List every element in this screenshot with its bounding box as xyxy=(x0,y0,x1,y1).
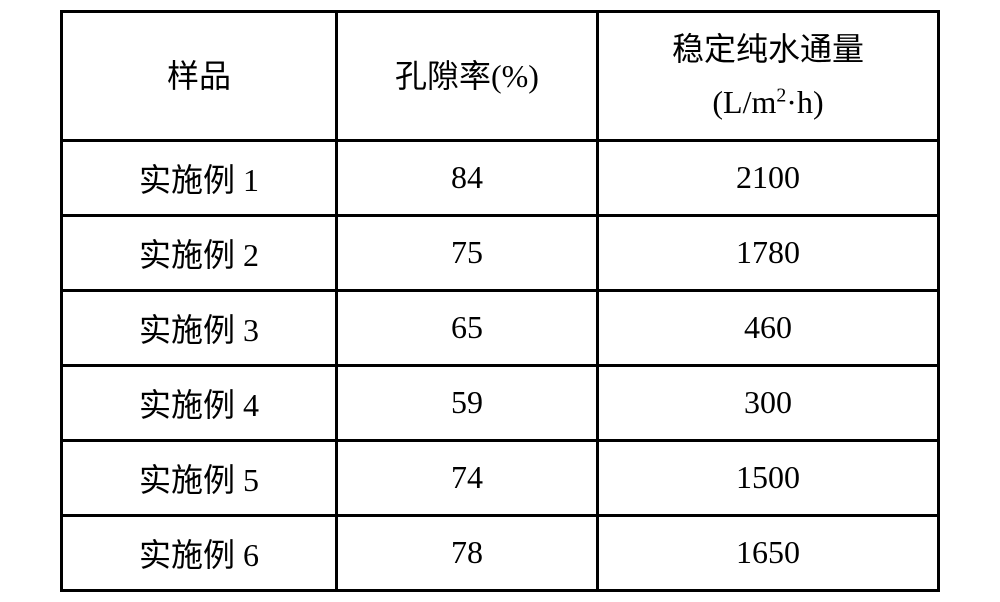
data-table: 样品 孔隙率(%) 稳定纯水通量 (L/m2·h) 实施例 1 84 2100 xyxy=(60,10,940,592)
table-row: 实施例 1 84 2100 xyxy=(62,140,939,215)
table-row: 实施例 5 74 1500 xyxy=(62,440,939,515)
col-header-porosity-label: 孔隙率(%) xyxy=(395,58,539,94)
cell-sample: 实施例 1 xyxy=(62,140,337,215)
page-container: 样品 孔隙率(%) 稳定纯水通量 (L/m2·h) 实施例 1 84 2100 xyxy=(0,0,1000,602)
cell-flux: 1780 xyxy=(597,215,938,290)
cell-sample: 实施例 3 xyxy=(62,290,337,365)
col-header-flux: 稳定纯水通量 (L/m2·h) xyxy=(597,12,938,141)
cell-sample: 实施例 5 xyxy=(62,440,337,515)
col-header-flux-unit-prefix: (L/m xyxy=(712,84,776,120)
cell-flux: 460 xyxy=(597,290,938,365)
table-header-row: 样品 孔隙率(%) 稳定纯水通量 (L/m2·h) xyxy=(62,12,939,141)
col-header-flux-unit: (L/m2·h) xyxy=(712,84,823,120)
cell-porosity: 78 xyxy=(336,515,597,590)
cell-porosity: 59 xyxy=(336,365,597,440)
cell-porosity: 65 xyxy=(336,290,597,365)
table-row: 实施例 2 75 1780 xyxy=(62,215,939,290)
col-header-flux-line1: 稳定纯水通量 xyxy=(672,31,864,67)
table-row: 实施例 3 65 460 xyxy=(62,290,939,365)
table-header: 样品 孔隙率(%) 稳定纯水通量 (L/m2·h) xyxy=(62,12,939,141)
cell-sample: 实施例 2 xyxy=(62,215,337,290)
cell-flux: 2100 xyxy=(597,140,938,215)
cell-sample: 实施例 6 xyxy=(62,515,337,590)
cell-flux: 300 xyxy=(597,365,938,440)
table-row: 实施例 4 59 300 xyxy=(62,365,939,440)
cell-porosity: 75 xyxy=(336,215,597,290)
table-row: 实施例 6 78 1650 xyxy=(62,515,939,590)
col-header-flux-unit-super: 2 xyxy=(776,84,786,106)
cell-sample: 实施例 4 xyxy=(62,365,337,440)
cell-porosity: 74 xyxy=(336,440,597,515)
table-body: 实施例 1 84 2100 实施例 2 75 1780 实施例 3 65 460… xyxy=(62,140,939,590)
cell-flux: 1500 xyxy=(597,440,938,515)
col-header-flux-unit-suffix: ·h) xyxy=(786,84,823,120)
cell-porosity: 84 xyxy=(336,140,597,215)
cell-flux: 1650 xyxy=(597,515,938,590)
col-header-porosity: 孔隙率(%) xyxy=(336,12,597,141)
col-header-sample-label: 样品 xyxy=(167,58,231,94)
col-header-sample: 样品 xyxy=(62,12,337,141)
